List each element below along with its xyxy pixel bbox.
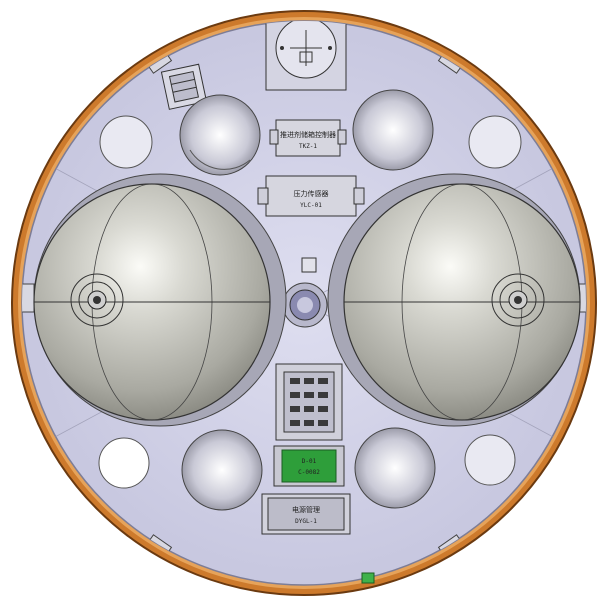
unit-a-code: TKZ-1	[299, 143, 317, 150]
top-sensor-box	[265, 21, 347, 91]
dome-opening-bottom-right	[354, 427, 436, 509]
center-small-block	[301, 257, 317, 273]
tilted-connector-box	[160, 63, 208, 110]
bottom-unit-code: DYGL-1	[295, 518, 317, 525]
unit-b-box: 压力传感器 YLC-01	[257, 175, 365, 217]
right-propellant-tank	[343, 183, 581, 421]
dome-opening-bottom-left	[181, 429, 263, 511]
green-controller-box: D-01 C-0082	[273, 445, 345, 487]
unit-a-box: 推进剂储箱控制器 TKZ-1	[269, 119, 347, 157]
left-propellant-tank	[33, 183, 271, 421]
access-hole-top-right	[468, 115, 522, 169]
dome-opening-top-right	[352, 89, 434, 171]
access-hole-bottom-right	[464, 434, 516, 486]
bottom-marker	[361, 572, 375, 584]
access-hole-top-left	[99, 115, 153, 169]
unit-b-label: 压力传感器	[294, 189, 329, 198]
unit-b-code: YLC-01	[300, 202, 322, 209]
connector-panel	[275, 363, 343, 441]
center-port	[282, 282, 328, 328]
unit-a-label: 推进剂储箱控制器	[280, 130, 336, 139]
dome-opening-top-left	[179, 94, 261, 176]
bottom-power-box: 电源管理 DYGL-1	[261, 493, 351, 535]
green-unit-code2: C-0082	[298, 469, 320, 476]
green-unit-code: D-01	[302, 458, 317, 465]
access-hole-bottom-left	[98, 437, 150, 489]
bottom-unit-label: 电源管理	[292, 505, 320, 514]
